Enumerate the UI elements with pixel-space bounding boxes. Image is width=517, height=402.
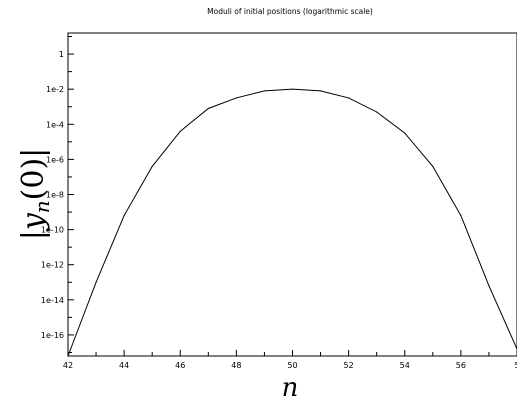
data-point <box>376 111 378 113</box>
x-axis-label: n <box>282 373 299 402</box>
data-point <box>263 90 266 92</box>
x-tick-label: 52 <box>344 361 354 370</box>
y-tick-label: 1 <box>59 50 64 59</box>
svg-text:|yn(0)|: |yn(0)| <box>16 148 54 241</box>
data-point <box>291 88 294 90</box>
y-label-open-bar: | <box>16 230 51 240</box>
series-line <box>67 88 517 357</box>
data-point <box>95 281 97 283</box>
y-label-close-bar: | <box>16 148 51 158</box>
data-point <box>67 355 69 357</box>
data-point <box>404 132 406 134</box>
y-label-variable: y <box>16 212 51 232</box>
data-point <box>460 214 462 217</box>
y-tick-label: 1e-4 <box>46 120 64 129</box>
x-tick-label: 50 <box>287 361 297 370</box>
y-tick-label: 1e-14 <box>41 296 64 305</box>
x-tick-label: 56 <box>456 361 466 370</box>
x-tick-label: 46 <box>175 361 185 370</box>
data-point <box>123 214 125 217</box>
y-tick-label: 1e-10 <box>41 226 64 235</box>
chart-title: Moduli of initial positions (logarithmic… <box>207 7 373 16</box>
data-point <box>488 285 490 287</box>
data-point <box>319 90 322 92</box>
plot-frame <box>67 32 517 357</box>
y-tick-label: 1e-2 <box>46 85 64 94</box>
y-axis-ticks: 1 1e-2 1e-4 1e-6 1e-8 1e-10 1e-12 1e-14 1e-16 <box>41 36 74 353</box>
x-tick-label: 42 <box>63 361 73 370</box>
y-label-subscript: n <box>30 200 54 213</box>
data-point <box>348 97 350 99</box>
x-tick-label: 54 <box>400 361 410 370</box>
x-tick-label: 44 <box>119 361 129 370</box>
data-point <box>151 165 153 168</box>
x-tick-label: 48 <box>231 361 241 370</box>
y-label-argument: (0) <box>16 158 51 201</box>
y-tick-label: 1e-8 <box>46 191 64 200</box>
data-point <box>235 97 237 99</box>
series-layer <box>67 88 517 357</box>
data-point <box>179 130 181 132</box>
x-tick-label: 5 <box>514 361 517 370</box>
x-axis-ticks: 42 44 46 48 50 52 54 56 5 <box>63 350 517 370</box>
y-tick-label: 1e-12 <box>41 261 64 270</box>
data-point <box>207 107 209 110</box>
y-tick-label: 1e-6 <box>46 155 64 164</box>
y-tick-label: 1e-16 <box>41 331 64 340</box>
data-point <box>432 165 434 168</box>
y-axis-label: |yn(0)| <box>16 148 54 241</box>
